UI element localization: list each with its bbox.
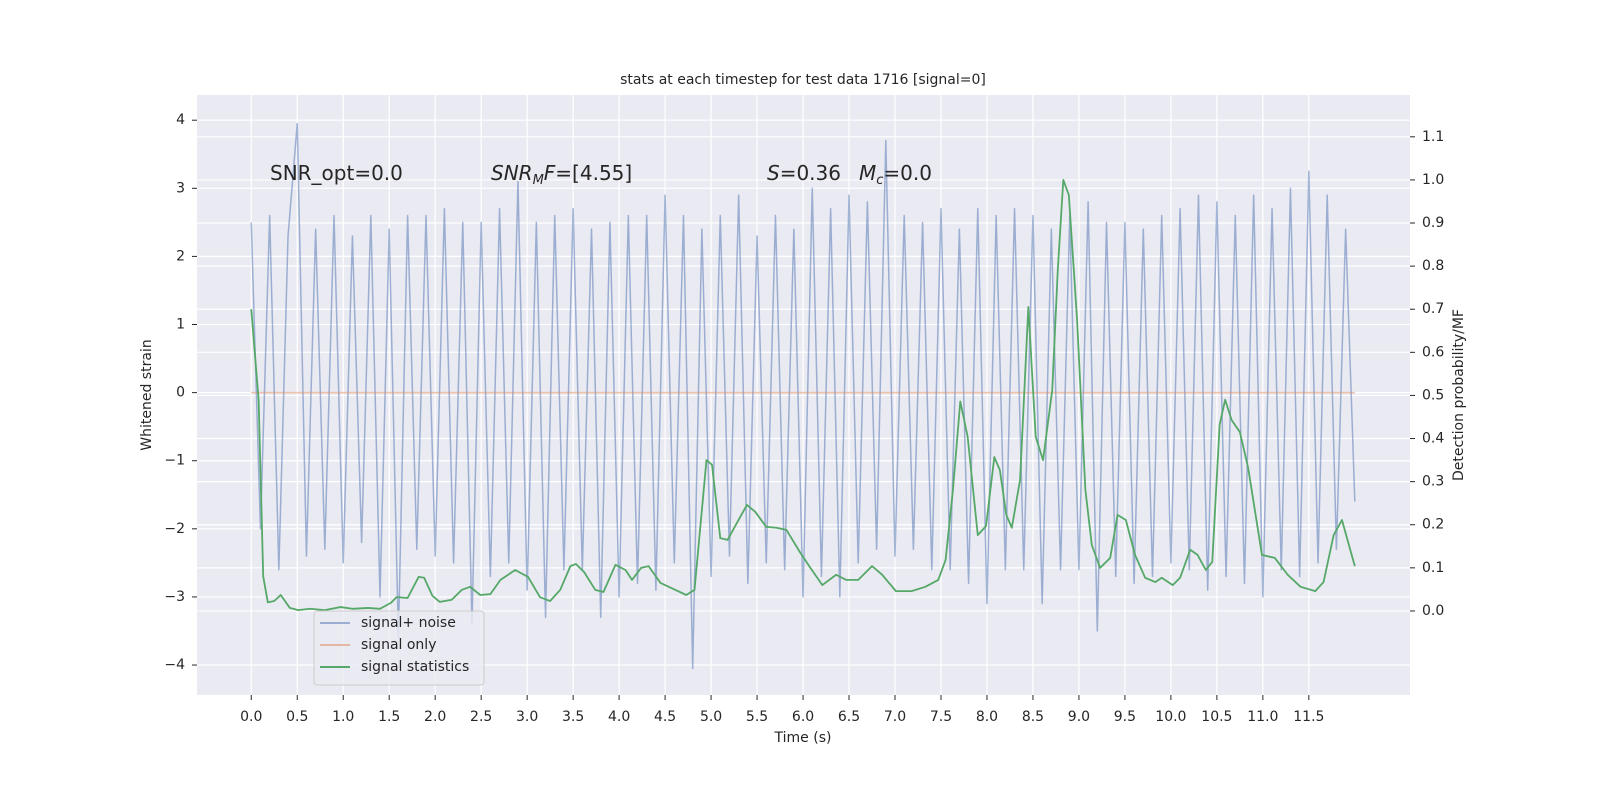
marks — [250, 122, 1356, 670]
y2-tick-label: 1.0 — [1422, 172, 1444, 188]
annotation-part: c — [876, 173, 883, 188]
x-tick-label: 0.0 — [240, 709, 262, 725]
x-tick-label: 11.5 — [1293, 709, 1324, 725]
x-axis-label: Time (s) — [774, 730, 832, 746]
y2-tick-label: 0.7 — [1422, 301, 1444, 317]
annotation-part: S — [767, 161, 780, 185]
y-tick-label: −1 — [164, 453, 185, 469]
y-tick-label: 4 — [176, 112, 185, 128]
y2-tick-label: 0.9 — [1422, 215, 1444, 231]
legend-label: signal statistics — [361, 659, 469, 675]
y2-tick-label: 0.4 — [1422, 431, 1444, 447]
x-tick-label: 9.5 — [1114, 709, 1136, 725]
y2-tick-label: 0.2 — [1422, 517, 1444, 533]
y2-tick-label: 0.8 — [1422, 258, 1444, 274]
annotation-part: =[4.55] — [555, 161, 632, 185]
y-tick-label: −4 — [164, 657, 185, 673]
annotation: Mc=0.0 — [859, 161, 932, 188]
x-tick-label: 5.5 — [746, 709, 768, 725]
legend-box — [313, 610, 485, 686]
y-tick-label: 3 — [176, 180, 185, 196]
x-tick-label: 9.0 — [1068, 709, 1090, 725]
x-tick-label: 3.5 — [562, 709, 584, 725]
annotation: SNR_opt=0.0 — [270, 161, 403, 185]
annotation-part: =0.0 — [883, 161, 932, 185]
annotation-part: M — [859, 161, 876, 185]
x-tick-label: 4.5 — [654, 709, 676, 725]
y-tick-label: 2 — [176, 248, 185, 264]
y2-axis-label: Detection probability/MF — [1451, 309, 1467, 481]
x-tick-label: 0.5 — [286, 709, 308, 725]
annotation: S=0.36 — [767, 161, 841, 185]
annotation-part: F — [544, 161, 556, 185]
x-tick-label: 10.5 — [1201, 709, 1232, 725]
y2-tick-label: 0.0 — [1422, 603, 1444, 619]
legend-label: signal only — [361, 637, 436, 653]
x-tick-label: 8.0 — [976, 709, 998, 725]
y2-tick-label: 0.3 — [1422, 474, 1444, 490]
x-tick-label: 7.0 — [884, 709, 906, 725]
y-tick-label: −3 — [164, 589, 185, 605]
y2-tick-label: 0.5 — [1422, 387, 1444, 403]
series-line — [250, 122, 1356, 670]
chart-title: stats at each timestep for test data 171… — [620, 72, 986, 88]
legend-label: signal+ noise — [361, 615, 456, 631]
annotation-part: =0.36 — [780, 161, 841, 185]
y2-tick-label: 0.1 — [1422, 560, 1444, 576]
x-tick-label: 1.0 — [332, 709, 354, 725]
x-tick-label: 10.0 — [1155, 709, 1186, 725]
x-tick-label: 11.0 — [1247, 709, 1278, 725]
legend: signal+ noise signal only signal statistic… — [313, 610, 485, 686]
x-tick-label: 4.0 — [608, 709, 630, 725]
y-tick-label: 0 — [176, 385, 185, 401]
x-tick-label: 5.0 — [700, 709, 722, 725]
x-tick-label: 6.5 — [838, 709, 860, 725]
x-tick-label: 2.5 — [470, 709, 492, 725]
annotation: SNRMF=[4.55] — [491, 161, 632, 188]
x-tick-label: 7.5 — [930, 709, 952, 725]
annotation-part: SNR_opt=0.0 — [270, 161, 403, 185]
series-line — [250, 179, 1356, 611]
x-tick-label: 2.0 — [424, 709, 446, 725]
annotation-part: SNR — [491, 161, 533, 185]
x-tick-label: 8.5 — [1022, 709, 1044, 725]
x-tick-label: 6.0 — [792, 709, 814, 725]
x-tick-label: 1.5 — [378, 709, 400, 725]
y-axis-label: Whitened strain — [139, 339, 155, 450]
x-tick-label: 3.0 — [516, 709, 538, 725]
y-tick-label: −2 — [164, 521, 185, 537]
y2-tick-label: 0.6 — [1422, 344, 1444, 360]
y2-tick-label: 1.1 — [1422, 129, 1444, 145]
annotation-part: M — [533, 173, 544, 188]
y-tick-label: 1 — [176, 317, 185, 333]
